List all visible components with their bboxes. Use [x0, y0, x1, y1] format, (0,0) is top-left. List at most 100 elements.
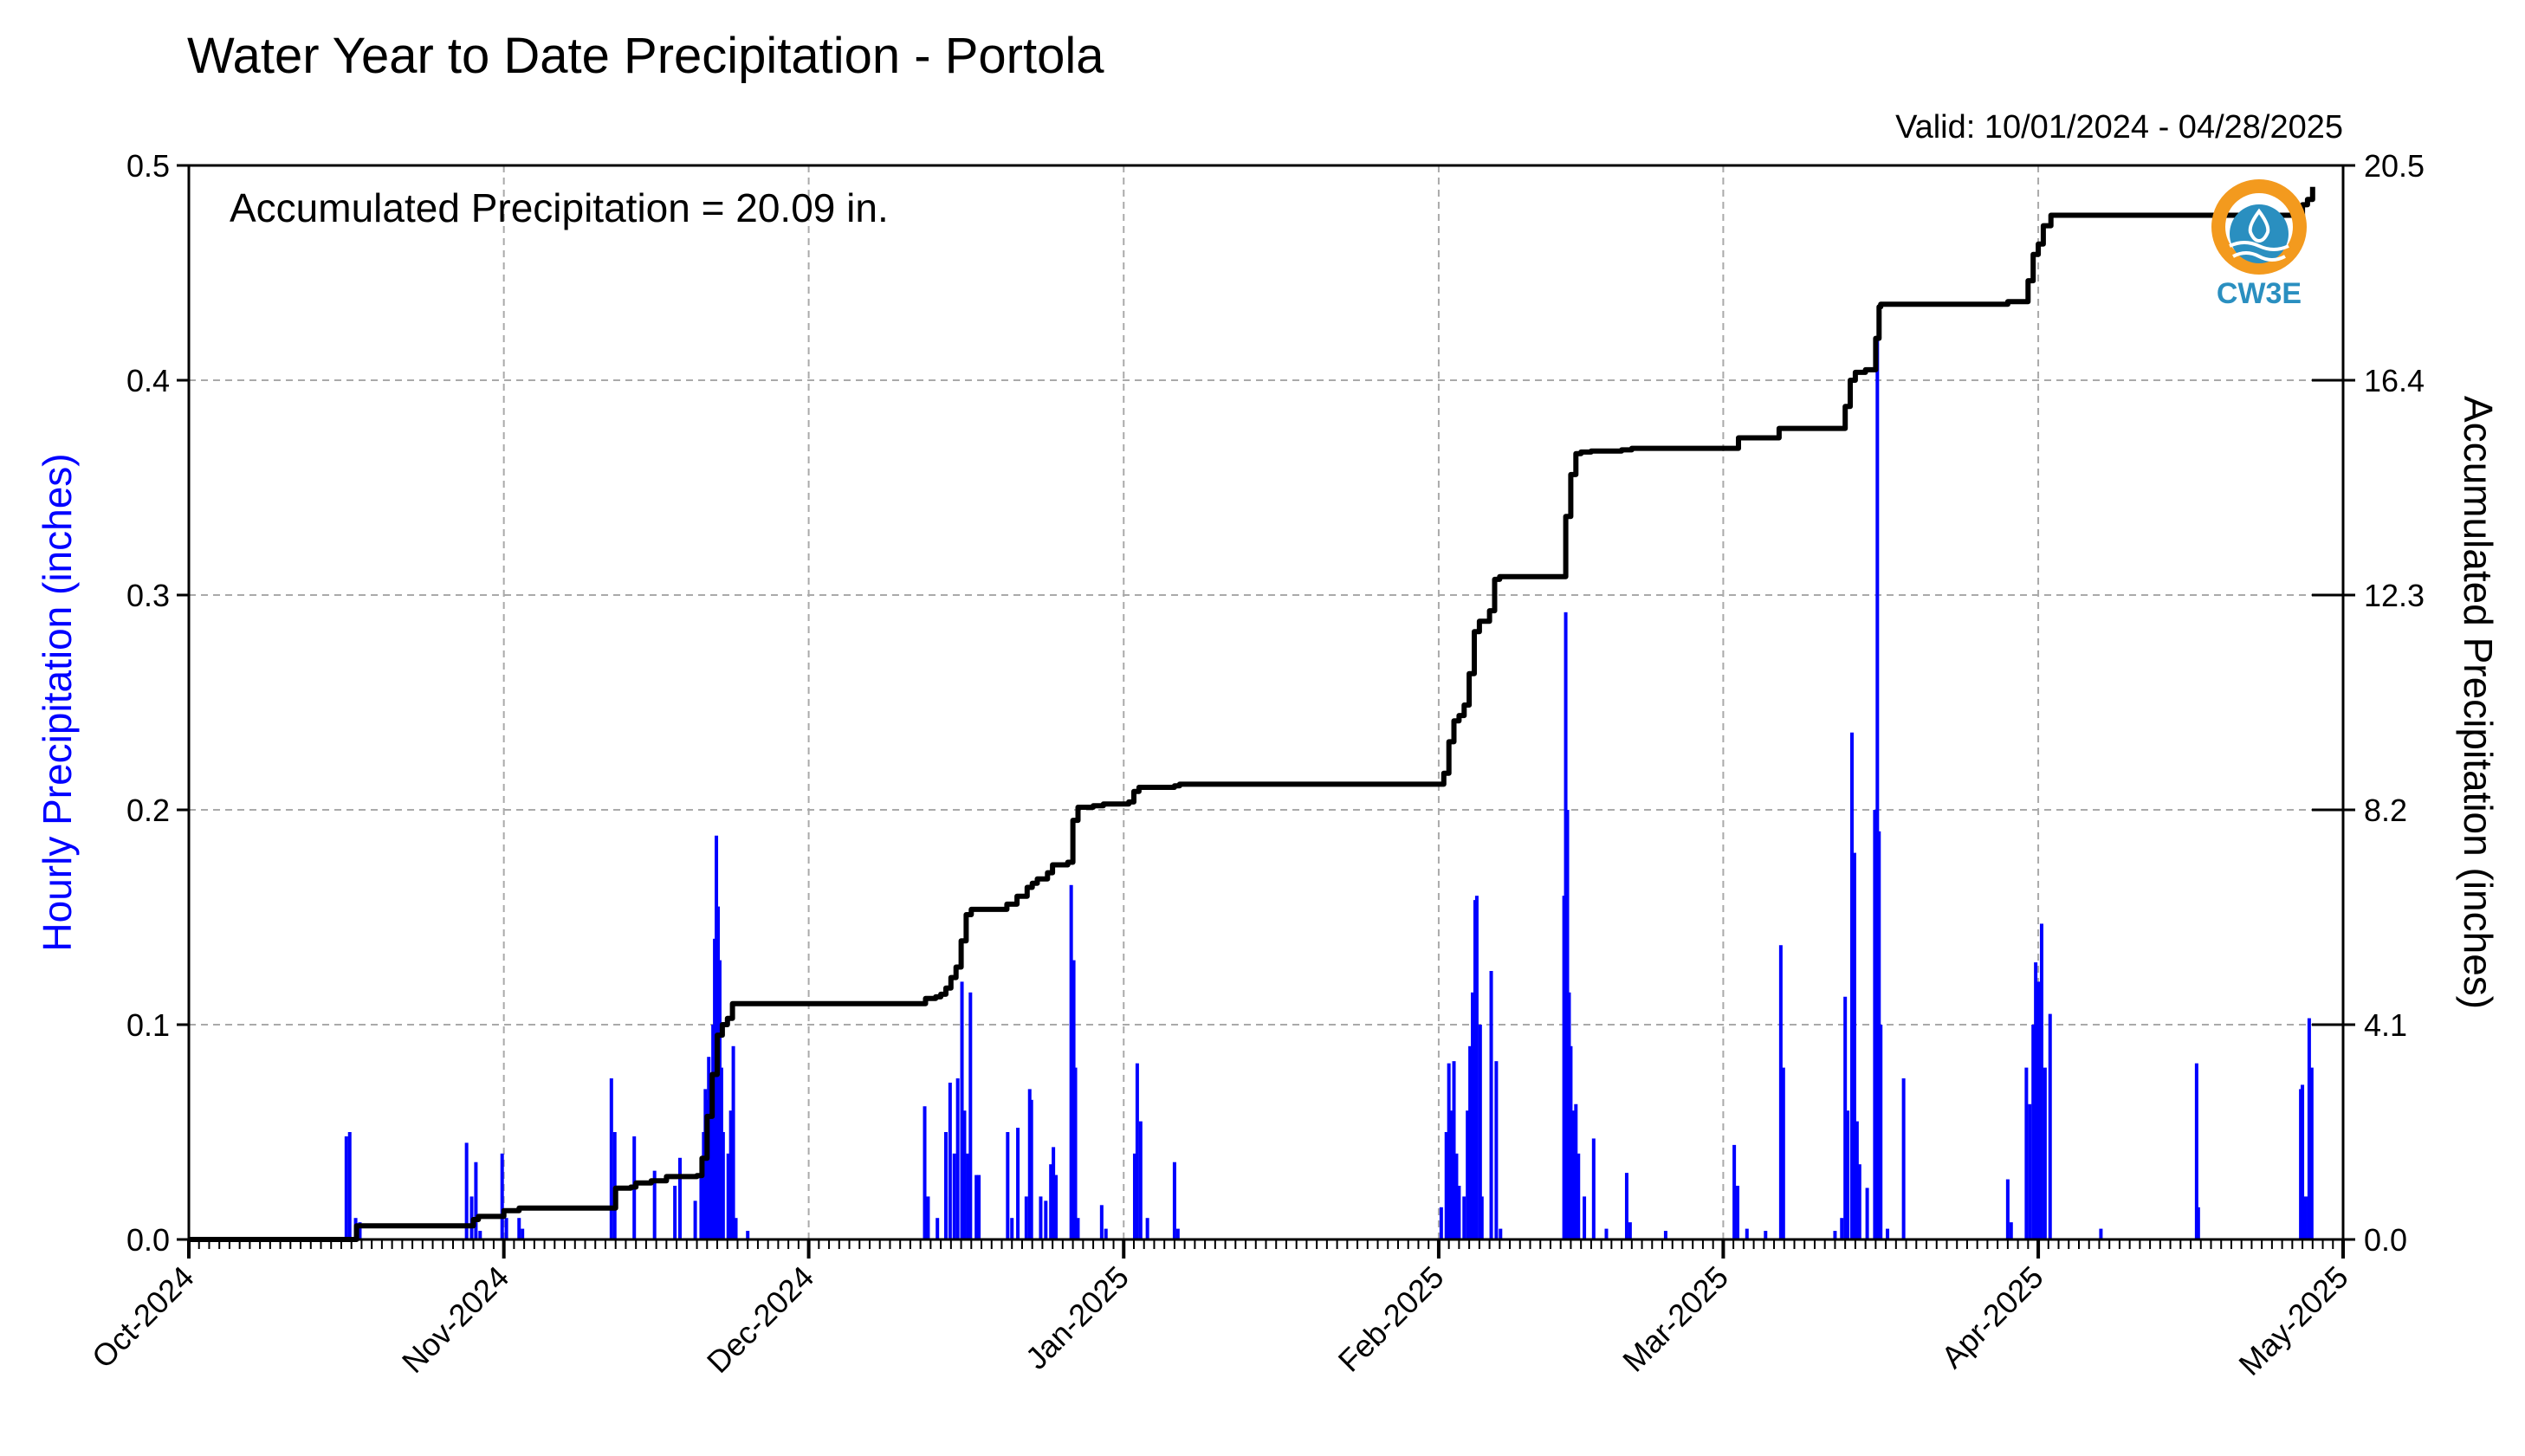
hourly-bar: [1489, 971, 1493, 1239]
hourly-bar: [2034, 962, 2038, 1239]
hourly-bar: [966, 1153, 970, 1239]
hourly-bar: [1010, 1218, 1014, 1239]
logo-sun-icon: [2211, 179, 2307, 275]
x-tick-label: Jan-2025: [1019, 1259, 1136, 1376]
hourly-bar: [517, 1218, 521, 1239]
hourly-bar: [1843, 996, 1848, 1239]
hourly-bar: [1865, 1187, 1869, 1239]
hourly-bar: [1663, 1231, 1667, 1239]
valid-date-range: Valid: 10/01/2024 - 04/28/2025: [1895, 109, 2343, 146]
x-tick-label: Dec-2024: [700, 1259, 820, 1380]
accumulated-total-annotation: Accumulated Precipitation = 20.09 in.: [230, 185, 889, 230]
hourly-bar: [2194, 1063, 2198, 1239]
hourly-bar: [2028, 1103, 2032, 1239]
hourly-bar: [344, 1136, 348, 1239]
hourly-bar: [709, 1110, 713, 1239]
hourly-bar: [1852, 852, 1856, 1239]
hourly-bar: [728, 1110, 733, 1239]
y-right-tick-label: 4.1: [2364, 1007, 2407, 1043]
hourly-bar: [1099, 1205, 1104, 1239]
hourly-bar: [1132, 1153, 1136, 1239]
y-left-tick-label: 0.5: [126, 148, 170, 184]
hourly-bar: [1781, 1067, 1785, 1239]
hourly-bar: [1574, 1103, 1578, 1239]
hourly-bar: [464, 1142, 469, 1239]
hourly-precipitation-bars: [344, 337, 2314, 1239]
hourly-bar: [977, 1175, 981, 1239]
hourly-bar: [1039, 1196, 1043, 1239]
hourly-bar: [2301, 1084, 2305, 1239]
hourly-bar: [734, 1218, 738, 1239]
hourly-bar: [1571, 1110, 1576, 1239]
y-right-tick-label: 12.3: [2364, 578, 2425, 613]
plot-frame: [187, 164, 2345, 1241]
hourly-bar: [1855, 1121, 1859, 1239]
hourly-bar: [2196, 1207, 2200, 1239]
hourly-bar: [1024, 1196, 1028, 1239]
hourly-bar: [1499, 1228, 1503, 1239]
accumulated-precipitation-series: [189, 186, 2315, 1242]
hourly-bar: [1604, 1228, 1609, 1239]
hourly-bar: [1466, 1110, 1470, 1239]
hourly-bar: [1029, 1099, 1033, 1239]
hourly-bar: [746, 1231, 750, 1239]
hourly-bar: [1840, 1218, 1844, 1239]
y-right-tick-label: 20.5: [2364, 148, 2425, 184]
hourly-bar: [1468, 1045, 1473, 1239]
hourly-bar: [968, 992, 973, 1239]
hourly-bar: [1054, 1175, 1059, 1239]
y-left-tick-label: 0.1: [126, 1007, 170, 1043]
x-tick-label: Feb-2025: [1331, 1259, 1451, 1379]
hourly-bar: [1833, 1231, 1837, 1239]
hourly-bar: [1764, 1231, 1768, 1239]
hourly-bar: [1006, 1132, 1010, 1239]
hourly-bar: [1479, 1196, 1484, 1239]
hourly-bar: [1044, 1200, 1048, 1239]
y-axis-right-label: Accumulated Precipitation (inches): [2456, 396, 2501, 1009]
hourly-bar: [1569, 1045, 1573, 1239]
x-tick-label: Apr-2025: [1934, 1259, 2050, 1375]
hourly-bar: [952, 1153, 956, 1239]
y-left-tick-label: 0.2: [126, 793, 170, 828]
hourly-bar: [1076, 1218, 1080, 1239]
hourly-bar: [1444, 1132, 1448, 1239]
hourly-bar: [478, 1231, 482, 1239]
hourly-bar: [609, 1078, 613, 1239]
hourly-bar: [2024, 1067, 2029, 1239]
x-tick-label: Nov-2024: [395, 1259, 515, 1380]
hourly-bar: [1873, 810, 1877, 1239]
x-tick-label: Mar-2025: [1615, 1259, 1735, 1379]
grid-lines: [189, 165, 2343, 1239]
hourly-bar: [1849, 732, 1854, 1239]
hourly-bar: [2309, 1067, 2314, 1239]
logo-text: CW3E: [2217, 277, 2302, 310]
y-left-tick-label: 0.4: [126, 363, 170, 398]
hourly-bar: [960, 981, 964, 1239]
hourly-bar: [1478, 1025, 1482, 1239]
hourly-bar: [693, 1200, 697, 1239]
hourly-bar: [1879, 1025, 1883, 1239]
y-axis-left-label: Hourly Precipitation (inches): [35, 453, 80, 951]
hourly-bar: [652, 1170, 657, 1239]
hourly-bar: [1069, 884, 1073, 1239]
hourly-bar: [1172, 1162, 1176, 1239]
hourly-bar: [1073, 1067, 1078, 1239]
hourly-bar: [1846, 1110, 1850, 1239]
hourly-bar: [1745, 1228, 1749, 1239]
accumulated-line: [189, 186, 2315, 1242]
y-axis-left: 0.0 0.1 0.2 0.3 0.4 0.5: [126, 148, 189, 1258]
hourly-bar: [673, 1186, 677, 1239]
hourly-bar: [521, 1228, 525, 1239]
hourly-bar: [1591, 1138, 1596, 1239]
logo-drop-icon: [2248, 208, 2270, 243]
hourly-bar: [1624, 1173, 1628, 1239]
hourly-bar: [1447, 1063, 1451, 1239]
hourly-bar: [943, 1132, 948, 1239]
hourly-bar: [923, 1106, 927, 1239]
y-left-tick-label: 0.0: [126, 1222, 170, 1258]
hourly-bar: [1857, 1164, 1861, 1239]
hourly-bar: [1583, 1196, 1587, 1239]
hourly-bar: [1732, 1144, 1737, 1239]
hourly-bar: [1052, 1147, 1056, 1239]
hourly-bar: [504, 1218, 508, 1239]
